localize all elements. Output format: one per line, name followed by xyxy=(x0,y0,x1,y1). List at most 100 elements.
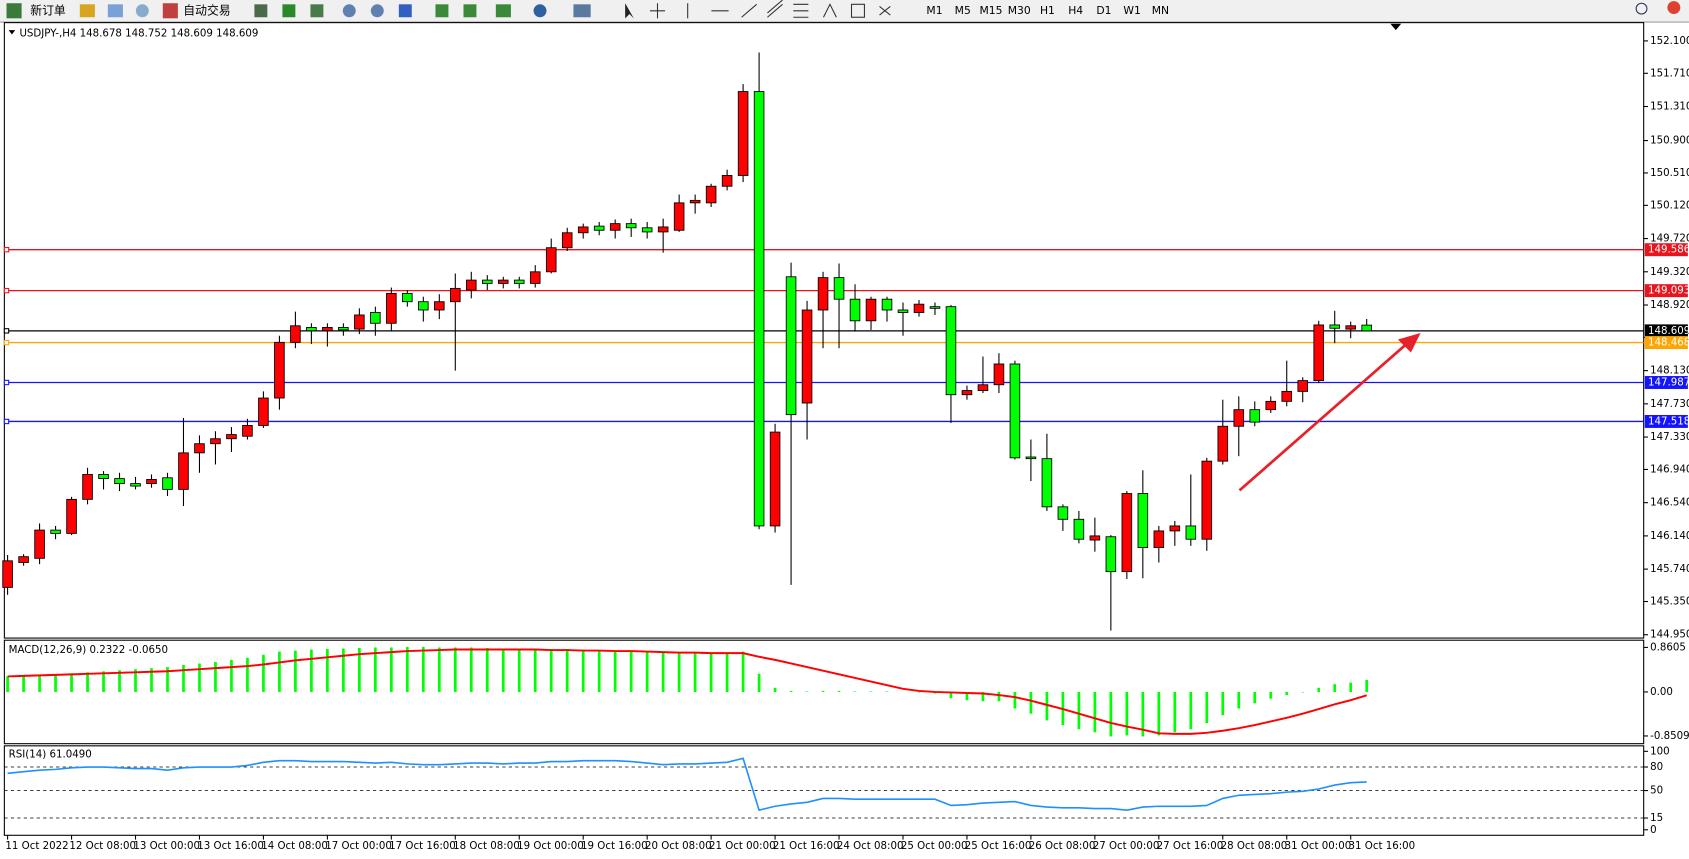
icon[interactable] xyxy=(370,4,384,18)
candle-body xyxy=(1137,493,1149,548)
candle-body xyxy=(402,292,413,303)
search-icon[interactable] xyxy=(1635,2,1648,15)
y-tick-label: 0.8605 xyxy=(1650,642,1686,653)
price-marker xyxy=(3,287,10,294)
candle-body xyxy=(258,397,269,426)
icon[interactable] xyxy=(463,4,477,18)
candle-body xyxy=(338,327,349,331)
x-tick-label: 25 Oct 16:00 xyxy=(965,841,1032,852)
price-label-box xyxy=(1644,284,1688,298)
candle-body xyxy=(18,556,29,563)
period-button[interactable]: MN xyxy=(1152,4,1169,17)
y-tick-label: 149.720 xyxy=(1650,234,1689,245)
shapes-icon[interactable] xyxy=(879,6,891,16)
text-icon[interactable] xyxy=(823,3,837,18)
icon[interactable] xyxy=(398,4,412,18)
price-marker xyxy=(3,379,10,386)
candle-body xyxy=(34,529,45,559)
candle-body xyxy=(1217,425,1229,462)
fibo-icon[interactable] xyxy=(793,3,809,18)
y-tick-label: 80 xyxy=(1650,762,1663,773)
new-order-button[interactable]: 新订单 xyxy=(30,3,66,17)
crosshair-icon[interactable] xyxy=(649,3,666,19)
x-tick-label: 26 Oct 08:00 xyxy=(1029,841,1096,852)
candle-body xyxy=(593,225,605,231)
y-tick-label: 146.940 xyxy=(1650,464,1689,475)
chart-shift-marker xyxy=(1390,23,1402,31)
toolbar-bg xyxy=(0,0,1689,22)
icon[interactable] xyxy=(495,4,511,18)
label-icon[interactable] xyxy=(850,3,865,18)
period-button[interactable]: W1 xyxy=(1123,4,1141,17)
candle-body xyxy=(961,390,973,396)
candle-body xyxy=(865,298,877,322)
x-tick-label: 24 Oct 08:00 xyxy=(837,841,904,852)
x-tick-label: 19 Oct 16:00 xyxy=(581,841,648,852)
icon[interactable] xyxy=(435,4,449,18)
candle-body xyxy=(1057,506,1069,520)
channel-icon[interactable] xyxy=(767,0,783,18)
candle-body xyxy=(1185,525,1197,540)
candle-body xyxy=(945,306,957,396)
icon[interactable] xyxy=(342,4,356,18)
icon[interactable] xyxy=(135,4,149,18)
icon[interactable] xyxy=(254,4,268,18)
x-tick-label: 13 Oct 00:00 xyxy=(133,841,200,852)
period-button[interactable]: D1 xyxy=(1096,4,1111,17)
icon[interactable] xyxy=(282,4,296,18)
x-tick-label: 12 Oct 08:00 xyxy=(69,841,136,852)
auto-trade-icon[interactable] xyxy=(162,3,178,19)
x-tick-label: 21 Oct 00:00 xyxy=(709,841,776,852)
candle-body xyxy=(1313,324,1325,382)
candle-body xyxy=(737,91,749,176)
icon[interactable] xyxy=(573,4,591,18)
candle-body xyxy=(561,232,573,249)
x-tick-label: 28 Oct 08:00 xyxy=(1221,841,1288,852)
candle-body xyxy=(1265,400,1277,411)
candle-body xyxy=(386,292,397,324)
period-button[interactable]: M5 xyxy=(955,4,971,17)
candle-body xyxy=(1009,363,1021,459)
icon[interactable] xyxy=(107,4,123,18)
candle-body xyxy=(2,560,13,588)
x-tick-label: 27 Oct 00:00 xyxy=(1093,841,1160,852)
y-tick-label: 145.740 xyxy=(1650,564,1689,575)
candle-body xyxy=(226,434,237,440)
candle-body xyxy=(1089,535,1101,541)
price-label-box xyxy=(1644,414,1688,428)
trendline-icon[interactable] xyxy=(741,3,758,18)
price-marker xyxy=(3,328,10,334)
y-tick-label: 146.140 xyxy=(1650,531,1689,542)
candle-body xyxy=(130,483,141,487)
candle-body xyxy=(306,327,317,332)
candle-body xyxy=(689,199,701,204)
period-button[interactable]: M30 xyxy=(1008,4,1031,17)
x-tick-label: 31 Oct 00:00 xyxy=(1285,841,1352,852)
period-button[interactable]: M1 xyxy=(926,4,942,17)
candle-body xyxy=(1041,458,1053,508)
candle-body xyxy=(1169,525,1181,532)
candle-body xyxy=(1025,456,1037,460)
notification-icon[interactable] xyxy=(1667,1,1681,15)
candle-body xyxy=(833,277,845,300)
icon[interactable] xyxy=(533,4,547,18)
candle-body xyxy=(1153,530,1165,548)
period-button[interactable]: H4 xyxy=(1068,4,1083,17)
candle-body xyxy=(785,276,797,416)
candle-body xyxy=(242,425,253,437)
candle-body xyxy=(769,431,781,527)
new-order-icon[interactable] xyxy=(6,3,22,19)
period-button[interactable]: M15 xyxy=(979,4,1002,17)
x-tick-label: 17 Oct 00:00 xyxy=(325,841,392,852)
candle-body xyxy=(1105,536,1117,573)
y-tick-label: 0 xyxy=(1650,825,1657,836)
candle-body xyxy=(210,438,221,445)
icon[interactable] xyxy=(310,4,324,18)
auto-trade-button[interactable]: 自动交易 xyxy=(183,3,230,17)
rsi-title: RSI(14) 61.0490 xyxy=(9,749,92,760)
icon[interactable] xyxy=(79,4,95,18)
period-button[interactable]: H1 xyxy=(1040,4,1055,17)
price-label: 147.987 xyxy=(1648,378,1689,389)
candle-body xyxy=(913,303,925,313)
